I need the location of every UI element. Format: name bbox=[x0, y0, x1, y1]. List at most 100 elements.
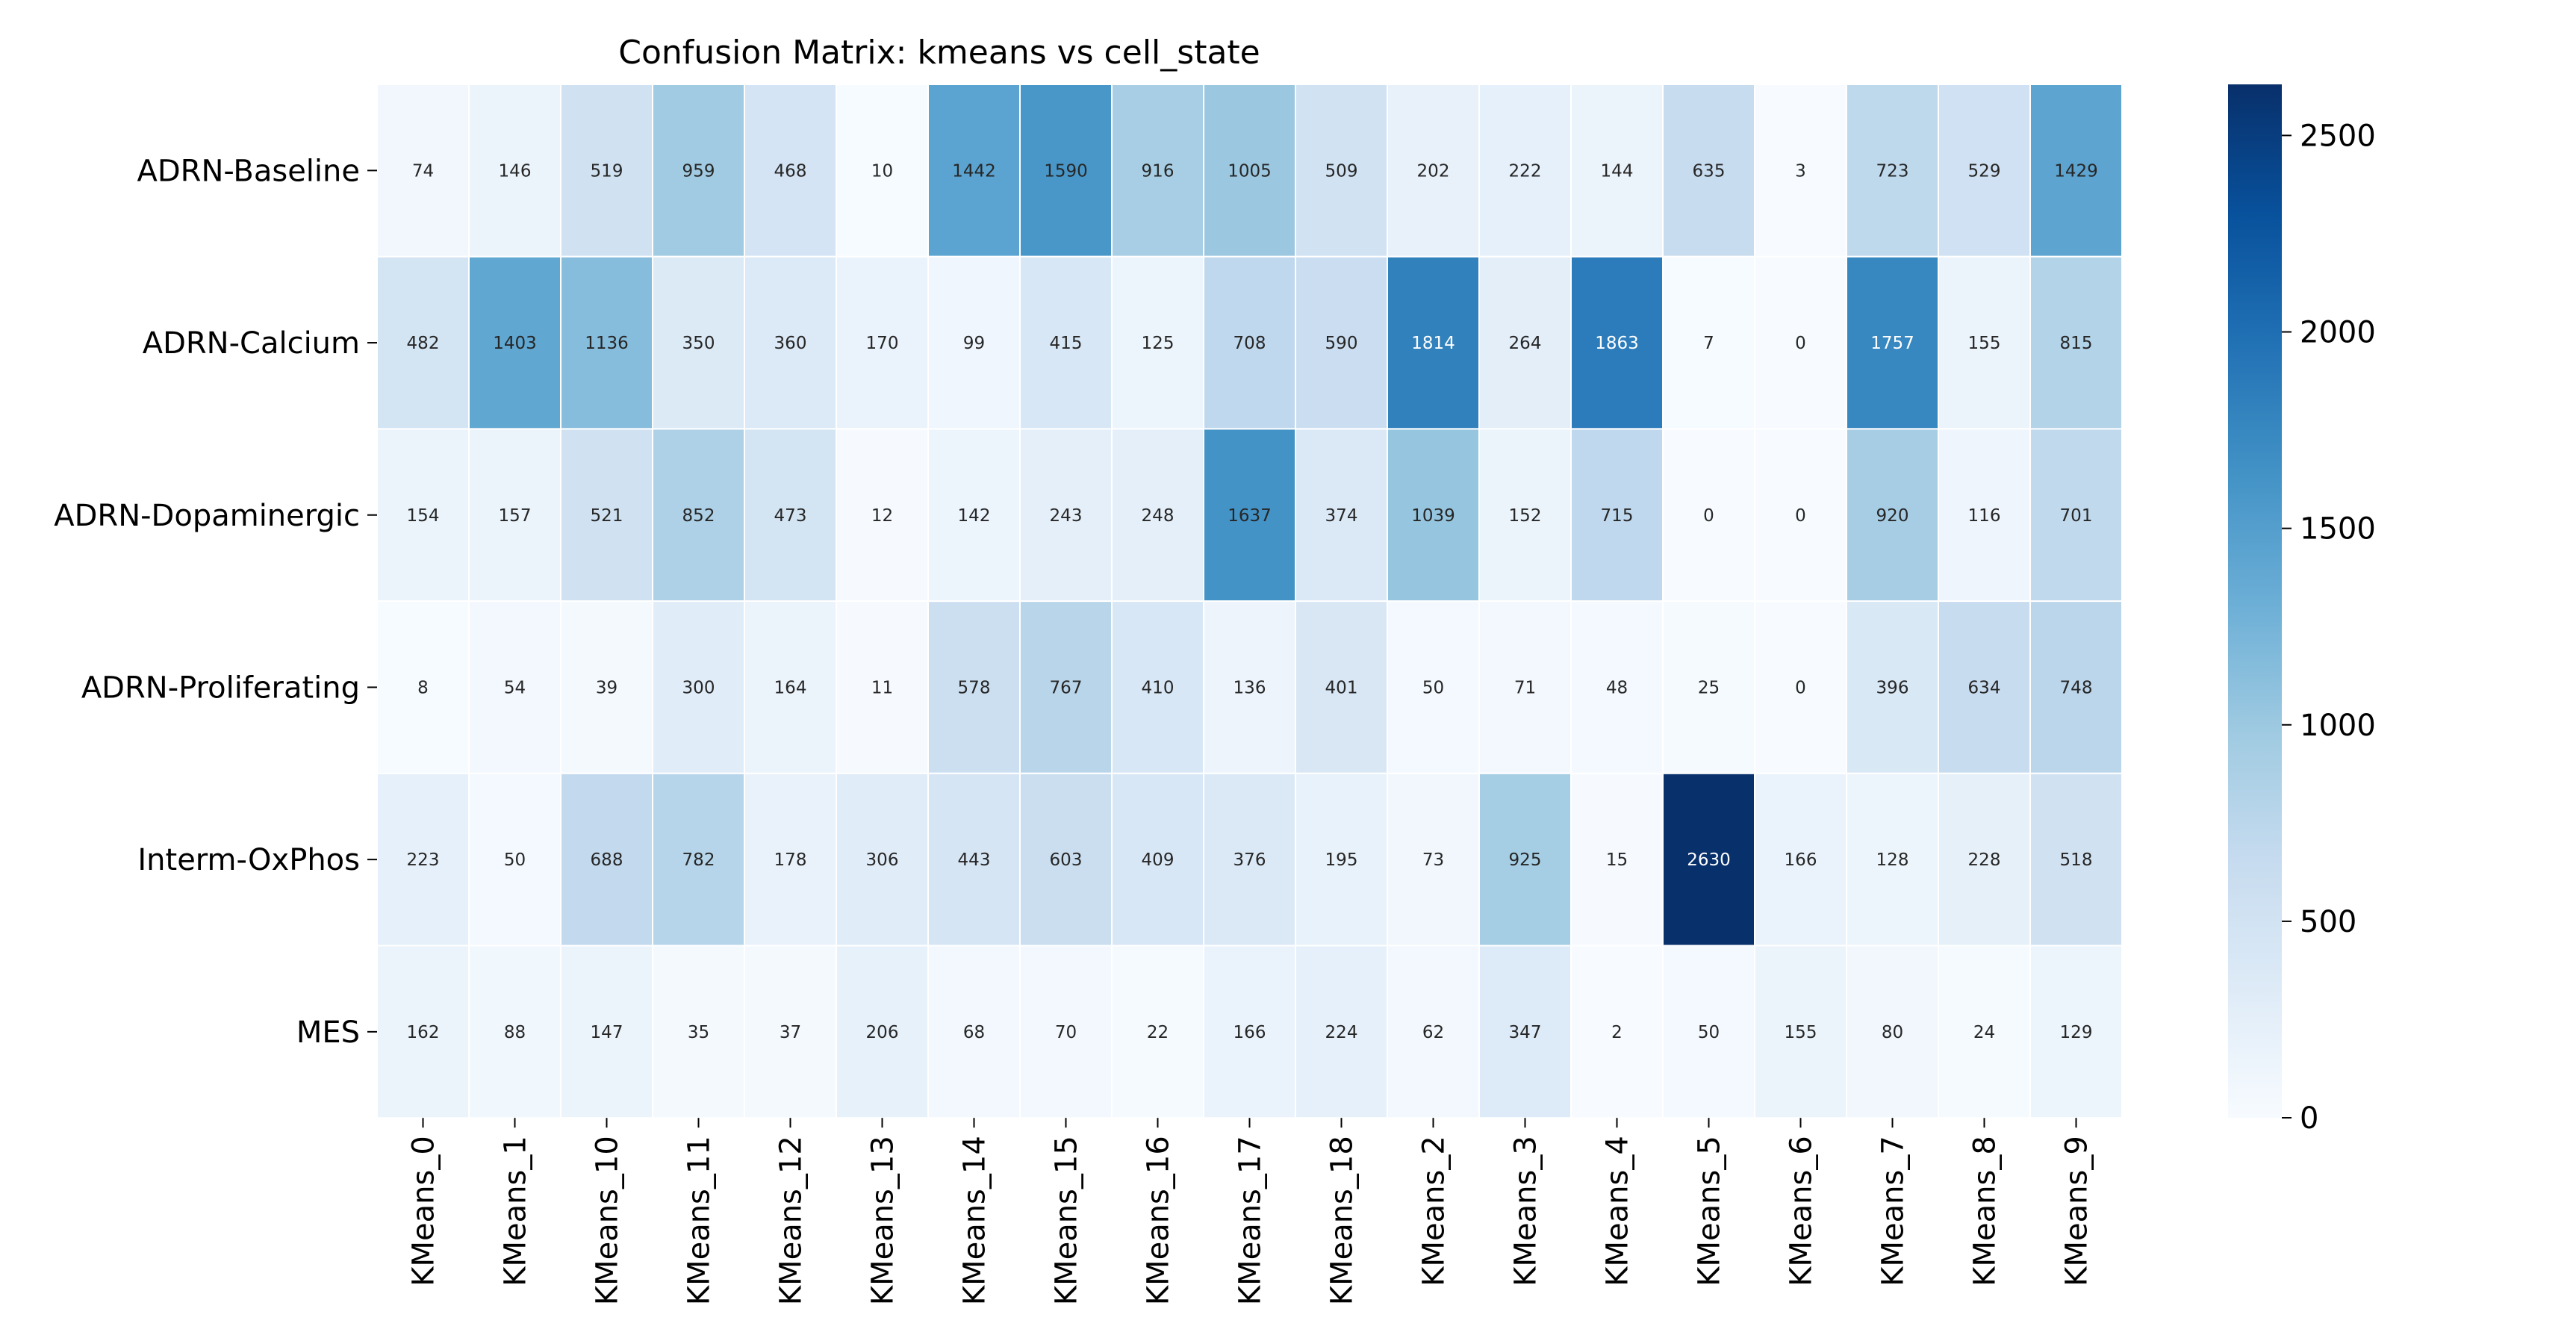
heatmap-cell bbox=[468, 255, 561, 430]
cell-value-label: 509 bbox=[1325, 161, 1358, 181]
heatmap-cell bbox=[376, 772, 470, 947]
cell-value-label: 243 bbox=[1050, 506, 1083, 526]
row-label: MES bbox=[296, 1015, 360, 1050]
colorbar-tick-label: 1000 bbox=[2300, 709, 2376, 743]
column-label: KMeans_3 bbox=[1509, 1136, 1543, 1287]
cell-value-label: 142 bbox=[958, 506, 991, 526]
heatmap-cell bbox=[560, 255, 653, 430]
cell-value-label: 708 bbox=[1233, 334, 1266, 353]
heatmap-cell bbox=[1295, 772, 1388, 947]
heatmap-cell bbox=[1846, 945, 1939, 1119]
heatmap-cell bbox=[1846, 84, 1939, 258]
cell-value-label: 1136 bbox=[585, 334, 629, 353]
heatmap-cell bbox=[1938, 428, 2031, 603]
heatmap-cell bbox=[1754, 600, 1847, 774]
heatmap-cell bbox=[2029, 255, 2123, 430]
cell-value-label: 723 bbox=[1876, 161, 1909, 181]
heatmap-cell bbox=[2029, 772, 2123, 947]
heatmap-cell bbox=[1203, 255, 1296, 430]
heatmap-cell bbox=[1938, 772, 2031, 947]
column-label: KMeans_6 bbox=[1785, 1136, 1819, 1287]
cell-value-label: 443 bbox=[958, 850, 991, 870]
heatmap-cell bbox=[1387, 600, 1480, 774]
cell-value-label: 224 bbox=[1325, 1023, 1358, 1042]
heatmap-cell bbox=[1662, 428, 1755, 603]
cell-value-label: 0 bbox=[1703, 506, 1714, 526]
cell-value-label: 852 bbox=[682, 506, 715, 526]
heatmap-cell bbox=[927, 600, 1021, 774]
cell-value-label: 925 bbox=[1509, 850, 1542, 870]
cell-value-label: 178 bbox=[774, 850, 807, 870]
heatmap-cell bbox=[1295, 600, 1388, 774]
cell-value-label: 7 bbox=[1703, 334, 1714, 353]
heatmap-cell bbox=[927, 772, 1021, 947]
cell-value-label: 152 bbox=[1509, 506, 1542, 526]
cell-value-label: 128 bbox=[1876, 850, 1909, 870]
cell-value-label: 50 bbox=[504, 850, 526, 870]
heatmap-cell bbox=[1387, 428, 1480, 603]
cell-value-label: 518 bbox=[2060, 850, 2093, 870]
cell-value-label: 1429 bbox=[2054, 161, 2098, 181]
column-label: KMeans_17 bbox=[1233, 1136, 1268, 1305]
heatmap-cell bbox=[1203, 600, 1296, 774]
heatmap-cell bbox=[1203, 84, 1296, 258]
cell-value-label: 8 bbox=[417, 678, 429, 697]
cell-value-label: 701 bbox=[2060, 506, 2093, 526]
cell-value-label: 916 bbox=[1142, 161, 1175, 181]
heatmap-cell bbox=[1938, 945, 2031, 1119]
cell-value-label: 578 bbox=[958, 678, 991, 697]
cell-value-label: 25 bbox=[1698, 678, 1720, 697]
cell-value-label: 39 bbox=[596, 678, 617, 697]
heatmap-cell bbox=[1203, 428, 1296, 603]
cell-value-label: 116 bbox=[1968, 506, 2001, 526]
heatmap-cell bbox=[2029, 84, 2123, 258]
cell-value-label: 147 bbox=[591, 1023, 623, 1042]
cell-value-label: 228 bbox=[1968, 850, 2001, 870]
column-label: KMeans_7 bbox=[1876, 1136, 1911, 1287]
heatmap-cell bbox=[1111, 772, 1204, 947]
cell-value-label: 519 bbox=[591, 161, 623, 181]
cell-value-label: 635 bbox=[1693, 161, 1726, 181]
cell-value-label: 350 bbox=[682, 334, 715, 353]
heatmap-cell bbox=[1111, 255, 1204, 430]
heatmap-cell bbox=[1019, 84, 1113, 258]
colorbar-tick-label: 0 bbox=[2300, 1101, 2318, 1136]
cell-value-label: 136 bbox=[1233, 678, 1266, 697]
cell-value-label: 206 bbox=[866, 1023, 899, 1042]
heatmap-cell bbox=[468, 84, 561, 258]
heatmap-cell bbox=[652, 428, 745, 603]
heatmap-cell bbox=[1111, 945, 1204, 1119]
cell-value-label: 306 bbox=[866, 850, 899, 870]
column-label: KMeans_2 bbox=[1417, 1136, 1452, 1287]
heatmap-cell bbox=[1478, 772, 1572, 947]
cell-value-label: 202 bbox=[1417, 161, 1450, 181]
cell-value-label: 482 bbox=[407, 334, 440, 353]
colorbar-tick-label: 500 bbox=[2300, 905, 2356, 939]
column-label: KMeans_4 bbox=[1601, 1136, 1635, 1287]
heatmap-cell bbox=[1019, 945, 1113, 1119]
heatmap-cell bbox=[1754, 945, 1847, 1119]
cell-value-label: 468 bbox=[774, 161, 807, 181]
cell-value-label: 360 bbox=[774, 334, 807, 353]
heatmap-cell bbox=[376, 428, 470, 603]
heatmap-cell bbox=[652, 84, 745, 258]
row-label: ADRN-Proliferating bbox=[81, 671, 360, 705]
heatmap-cell bbox=[1754, 772, 1847, 947]
cell-value-label: 410 bbox=[1142, 678, 1175, 697]
colorbar-tick-label: 1500 bbox=[2300, 512, 2376, 547]
heatmap-cell bbox=[1754, 255, 1847, 430]
cell-value-label: 959 bbox=[682, 161, 715, 181]
cell-value-label: 782 bbox=[682, 850, 715, 870]
cell-value-label: 248 bbox=[1142, 506, 1175, 526]
cell-value-label: 374 bbox=[1325, 506, 1358, 526]
cell-value-label: 129 bbox=[2060, 1023, 2093, 1042]
cell-value-label: 376 bbox=[1233, 850, 1266, 870]
column-label: KMeans_1 bbox=[499, 1136, 533, 1287]
cell-value-label: 815 bbox=[2060, 334, 2093, 353]
column-labels: KMeans_0 KMeans_1 KMeans_10 KMeans_11 KMeans… bbox=[407, 1118, 2094, 1305]
heatmap-cell bbox=[560, 945, 653, 1119]
cell-value-label: 521 bbox=[591, 506, 623, 526]
cell-value-label: 162 bbox=[407, 1023, 440, 1042]
cell-value-label: 37 bbox=[780, 1023, 801, 1042]
heatmap-cell bbox=[1662, 772, 1755, 947]
